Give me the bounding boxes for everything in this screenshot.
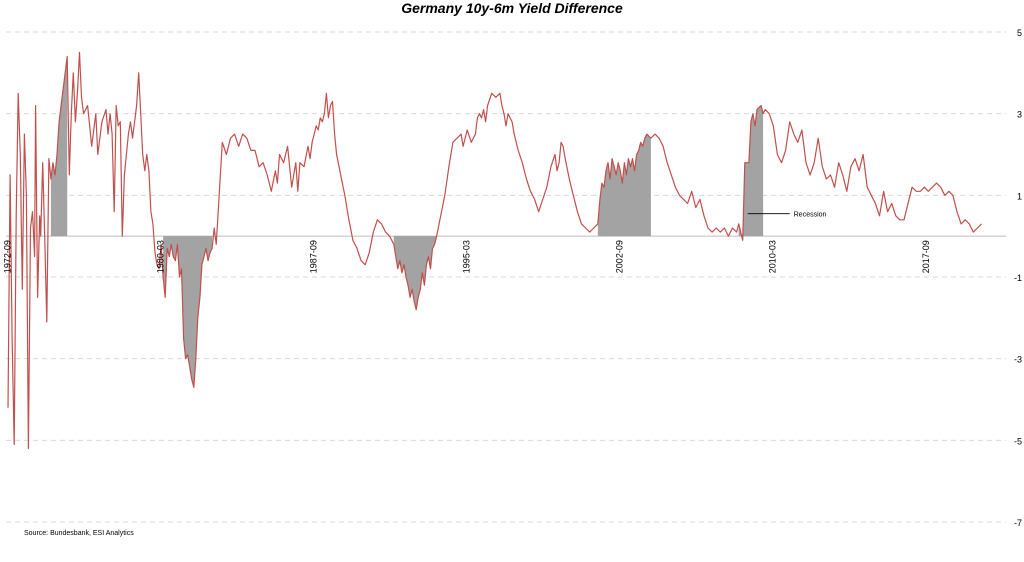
series-line (7, 51, 982, 450)
x-tick-label: 2010-03 (768, 240, 778, 273)
x-tick-label: 1972-09 (2, 240, 12, 273)
x-tick-label: 1980-03 (155, 240, 165, 273)
source-note: Source: Bundesbank, ESI Analytics (24, 530, 134, 537)
recession-area (393, 236, 437, 310)
y-tick-label: 1 (1017, 191, 1022, 201)
x-tick-label: 1995-03 (462, 240, 472, 273)
y-tick-label: -7 (1014, 518, 1022, 528)
x-tick-label: 2017-09 (921, 240, 931, 273)
y-tick-label: -1 (1014, 273, 1022, 283)
recession-area (50, 56, 68, 237)
chart-title: Germany 10y-6m Yield Difference (401, 0, 623, 16)
y-tick-label: -3 (1014, 355, 1022, 365)
recession-area (738, 105, 764, 241)
annotation-label: Recession (794, 212, 827, 219)
y-tick-label: -5 (1014, 436, 1022, 446)
x-tick-label: 1987-09 (309, 240, 319, 273)
y-tick-label: 5 (1017, 28, 1022, 38)
y-tick-label: 3 (1017, 110, 1022, 120)
recession-area (163, 236, 213, 388)
x-tick-label: 2002-09 (615, 240, 625, 273)
recession-area (597, 134, 651, 237)
